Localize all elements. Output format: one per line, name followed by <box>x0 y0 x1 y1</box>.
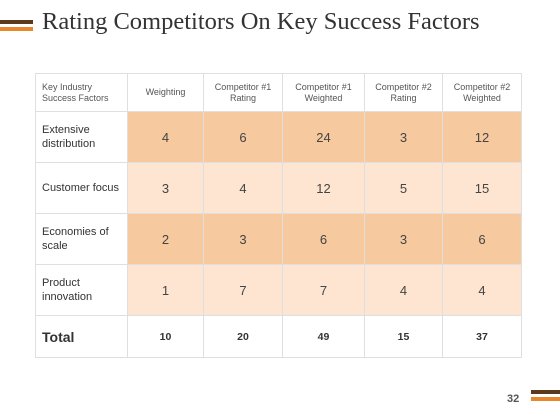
factor-label: Customer focus <box>35 162 128 214</box>
accent-bar-dark <box>531 390 560 394</box>
c1-rating-cell: 3 <box>203 213 283 265</box>
table-header-row: Key Industry Success Factors Weighting C… <box>35 73 522 112</box>
weighting-cell: 1 <box>127 264 204 316</box>
factor-label: Economies of scale <box>35 213 128 265</box>
c1-rating-cell: 7 <box>203 264 283 316</box>
page-number: 32 <box>507 393 520 405</box>
c1-weighted-cell: 12 <box>282 162 365 214</box>
accent-bar-orange <box>531 397 560 401</box>
table-row: Product innovation 1 7 7 4 4 <box>35 264 522 316</box>
header-c2-rating: Competitor #2 Rating <box>364 73 443 112</box>
c2-weighted-cell: 4 <box>442 264 522 316</box>
factor-label: Extensive distribution <box>35 111 128 163</box>
header-c1-rating: Competitor #1 Rating <box>203 73 283 112</box>
total-weighting: 10 <box>127 315 204 358</box>
factor-label: Product innovation <box>35 264 128 316</box>
weighting-cell: 3 <box>127 162 204 214</box>
total-c2-rating: 15 <box>364 315 443 358</box>
total-c2-weighted: 37 <box>442 315 522 358</box>
c1-weighted-cell: 24 <box>282 111 365 163</box>
header-c1-weighted: Competitor #1 Weighted <box>282 73 365 112</box>
success-factors-table: Key Industry Success Factors Weighting C… <box>35 73 522 358</box>
weighting-cell: 2 <box>127 213 204 265</box>
footer-accent-bars <box>531 390 560 404</box>
header-weighting: Weighting <box>127 73 204 112</box>
c2-rating-cell: 4 <box>364 264 443 316</box>
c2-weighted-cell: 6 <box>442 213 522 265</box>
c1-rating-cell: 4 <box>203 162 283 214</box>
table-row: Economies of scale 2 3 6 3 6 <box>35 213 522 265</box>
c1-rating-cell: 6 <box>203 111 283 163</box>
header-key-factors: Key Industry Success Factors <box>35 73 128 112</box>
c2-weighted-cell: 15 <box>442 162 522 214</box>
c2-rating-cell: 5 <box>364 162 443 214</box>
title-accent-bars <box>0 20 33 34</box>
accent-bar-dark <box>0 20 33 24</box>
c2-weighted-cell: 12 <box>442 111 522 163</box>
table-row: Extensive distribution 4 6 24 3 12 <box>35 111 522 163</box>
accent-bar-orange <box>0 27 33 31</box>
slide-title: Rating Competitors On Key Success Factor… <box>42 8 480 35</box>
c2-rating-cell: 3 <box>364 213 443 265</box>
weighting-cell: 4 <box>127 111 204 163</box>
table-row: Customer focus 3 4 12 5 15 <box>35 162 522 214</box>
total-row: Total 10 20 49 15 37 <box>35 315 522 358</box>
c1-weighted-cell: 7 <box>282 264 365 316</box>
c2-rating-cell: 3 <box>364 111 443 163</box>
c1-weighted-cell: 6 <box>282 213 365 265</box>
total-c1-rating: 20 <box>203 315 283 358</box>
header-c2-weighted: Competitor #2 Weighted <box>442 73 522 112</box>
total-c1-weighted: 49 <box>282 315 365 358</box>
total-label: Total <box>35 315 128 358</box>
